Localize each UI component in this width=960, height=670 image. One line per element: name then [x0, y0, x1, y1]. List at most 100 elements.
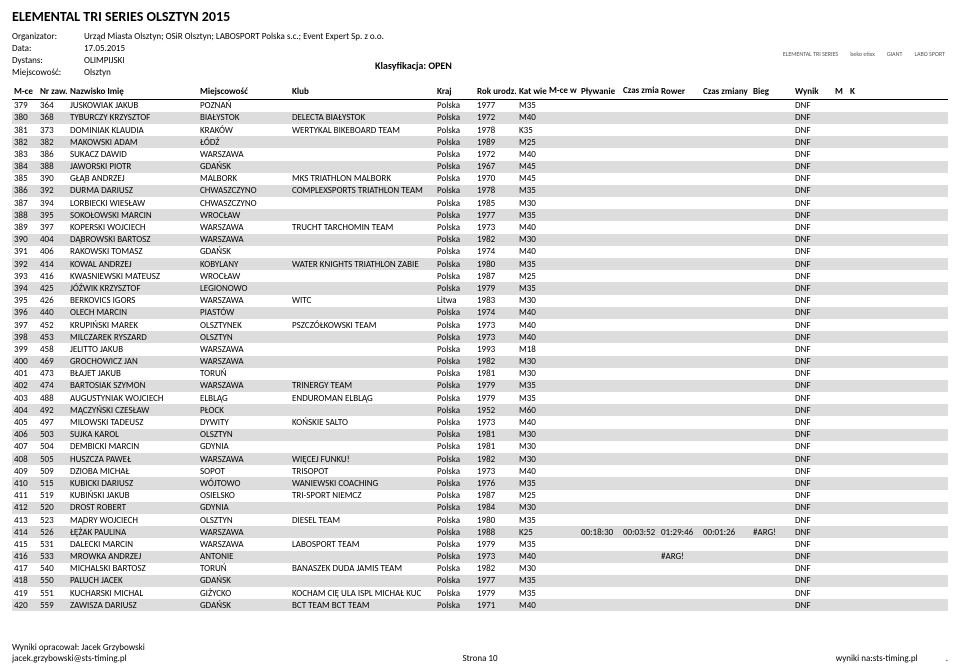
cell-kraj: Polska — [435, 380, 475, 391]
table-row: 404492MĄCZYŃSKI CZESŁAWPŁOCKPolska1952M6… — [12, 404, 948, 416]
cell-club: KOCHAM CIĘ ULA ISPL MICHAŁ KUC — [290, 588, 435, 599]
table-row: 396440OLECH MARCINPIASTÓWPolska1974M40DN… — [12, 307, 948, 319]
cell-kraj: Polska — [435, 210, 475, 221]
cell-city: KRAKÓW — [198, 125, 290, 136]
table-row: 420559ZAWISZA DARIUSZGDAŃSKBCT TEAM BCT … — [12, 599, 948, 611]
cell-kat: M35 — [517, 210, 547, 221]
cell-nrzaw: 533 — [38, 551, 68, 562]
cell-rok: 1981 — [475, 441, 517, 452]
cell-kat: M30 — [517, 234, 547, 245]
cell-mce: 420 — [12, 600, 38, 611]
hdr-rower: Rower — [659, 86, 701, 97]
table-row: 410515KUBICKI DARIUSZWÓJTOWOWANIEWSKI CO… — [12, 477, 948, 489]
cell-city: GDAŃSK — [198, 161, 290, 172]
hdr-mce: M-ce — [12, 86, 38, 97]
cell-mce: 394 — [12, 283, 38, 294]
cell-mce: 412 — [12, 502, 38, 513]
cell-mce: 418 — [12, 575, 38, 586]
cell-kat: M30 — [517, 563, 547, 574]
cell-wynik: DNF — [793, 332, 833, 343]
table-row: 411519KUBIŃSKI JAKUBOSIELSKOTRI-SPORT NI… — [12, 490, 948, 502]
table-row: 388395SOKOŁOWSKI MARCINWROCŁAWPolska1977… — [12, 209, 948, 221]
cell-nrzaw: 394 — [38, 198, 68, 209]
cell-kat: M30 — [517, 441, 547, 452]
cell-rok: 1970 — [475, 173, 517, 184]
cell-wynik: DNF — [793, 429, 833, 440]
cell-club: WANIEWSKI COACHING — [290, 478, 435, 489]
cell-wynik: DNF — [793, 320, 833, 331]
cell-club: BANASZEK DUDA JAMIS TEAM — [290, 563, 435, 574]
cell-kat: M35 — [517, 100, 547, 111]
cell-city: SOPOT — [198, 466, 290, 477]
organizator-value: Urząd Miasta Olsztyn; OSiR Olsztyn; LABO… — [84, 31, 384, 43]
cell-name: KUCHARSKI MICHAL — [68, 588, 198, 599]
cell-kat: M40 — [517, 600, 547, 611]
cell-name: RAKOWSKI TOMASZ — [68, 246, 198, 257]
cell-kraj: Polska — [435, 515, 475, 526]
cell-kraj: Polska — [435, 259, 475, 270]
cell-name: BŁAJET JAKUB — [68, 368, 198, 379]
cell-wynik: DNF — [793, 307, 833, 318]
cell-name: JELITTO JAKUB — [68, 344, 198, 355]
cell-wynik: DNF — [793, 173, 833, 184]
cell-club: WITC — [290, 295, 435, 306]
klasyfikacja-label: Klasyfikacja: — [375, 59, 426, 72]
table-row: 398453MILCZAREK RYSZARDOLSZTYNPolska1973… — [12, 331, 948, 343]
cell-nrzaw: 368 — [38, 112, 68, 123]
cell-wynik: DNF — [793, 588, 833, 599]
cell-mce: 417 — [12, 563, 38, 574]
cell-kraj: Polska — [435, 332, 475, 343]
cell-kat: M18 — [517, 344, 547, 355]
cell-city: POZNAŃ — [198, 100, 290, 111]
cell-nrzaw: 440 — [38, 307, 68, 318]
table-row: 409509DZIOBA MICHAŁSOPOTTRISOPOTPolska19… — [12, 465, 948, 477]
cell-city: GDYNIA — [198, 502, 290, 513]
cell-kraj: Polska — [435, 393, 475, 404]
cell-city: GDYNIA — [198, 441, 290, 452]
cell-wynik: DNF — [793, 393, 833, 404]
cell-city: OSIELSKO — [198, 490, 290, 501]
cell-rok: 1988 — [475, 527, 517, 538]
cell-mce: 391 — [12, 246, 38, 257]
cell-city: ŁÓDŹ — [198, 137, 290, 148]
cell-rok: 1981 — [475, 368, 517, 379]
cell-nrzaw: 397 — [38, 222, 68, 233]
table-row: 405497MILOWSKI TADEUSZDYWITYKOŃSKIE SALT… — [12, 416, 948, 428]
cell-wynik: DNF — [793, 380, 833, 391]
cell-rok: 1973 — [475, 332, 517, 343]
cell-mce: 401 — [12, 368, 38, 379]
cell-rok: 1984 — [475, 502, 517, 513]
cell-club: PSZCZÓŁKOWSKI TEAM — [290, 320, 435, 331]
cell-mce: 414 — [12, 527, 38, 538]
cell-kat: M35 — [517, 393, 547, 404]
cell-wynik: DNF — [793, 356, 833, 367]
cell-kat: M25 — [517, 271, 547, 282]
cell-mce: 385 — [12, 173, 38, 184]
cell-name: SUKACZ DAWID — [68, 149, 198, 160]
cell-nrzaw: 452 — [38, 320, 68, 331]
footer: Wyniki opracował: Jacek Grzybowski jacek… — [12, 634, 948, 664]
cell-kraj: Polska — [435, 454, 475, 465]
cell-kraj: Polska — [435, 368, 475, 379]
cell-club: LABOSPORT TEAM — [290, 539, 435, 550]
cell-kat: M30 — [517, 356, 547, 367]
cell-nrzaw: 509 — [38, 466, 68, 477]
cell-mce: 383 — [12, 149, 38, 160]
cell-club: BCT TEAM BCT TEAM — [290, 600, 435, 611]
hdr-plyw: Pływanie — [579, 86, 621, 97]
cell-rok: 1973 — [475, 466, 517, 477]
cell-rok: 1982 — [475, 454, 517, 465]
cell-wynik: DNF — [793, 137, 833, 148]
hdr-bieg: Bieg — [751, 86, 793, 97]
cell-mce: 400 — [12, 356, 38, 367]
cell-mce: 382 — [12, 137, 38, 148]
cell-kat: M40 — [517, 332, 547, 343]
cell-kraj: Polska — [435, 222, 475, 233]
cell-wynik: DNF — [793, 575, 833, 586]
table-row: 417540MICHALSKI BARTOSZTORUŃBANASZEK DUD… — [12, 563, 948, 575]
cell-name: PALUCH JACEK — [68, 575, 198, 586]
cell-rok: 1982 — [475, 234, 517, 245]
cell-name: DROST ROBERT — [68, 502, 198, 513]
footer-author: Wyniki opracował: Jacek Grzybowski — [12, 642, 145, 653]
cell-rok: 1979 — [475, 283, 517, 294]
